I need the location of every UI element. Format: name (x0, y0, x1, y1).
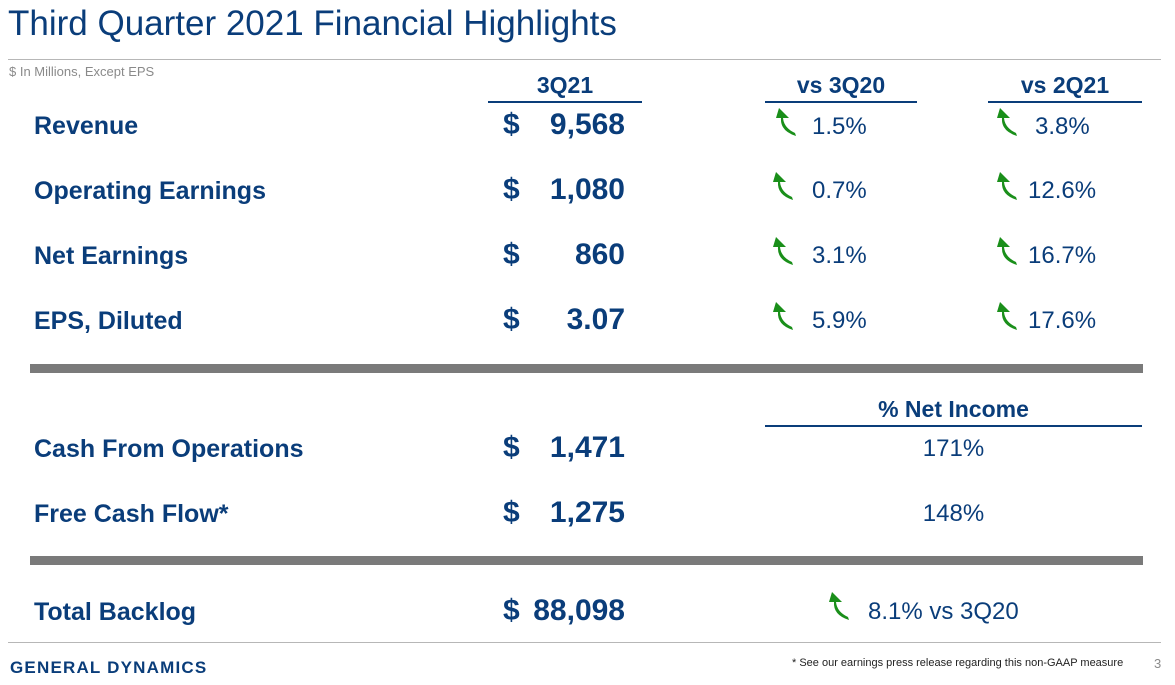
footnote: * See our earnings press release regardi… (792, 657, 1124, 669)
currency-symbol: $ (503, 303, 520, 336)
currency-symbol: $ (503, 496, 520, 529)
page-title: Third Quarter 2021 Financial Highlights (8, 4, 617, 43)
pct-net-income-header: % Net Income (878, 396, 1029, 422)
units-note: $ In Millions, Except EPS (9, 64, 155, 79)
currency-symbol: $ (503, 238, 520, 271)
revenue-vs-2q21: 3.8% (1035, 113, 1090, 140)
up-arrow-icon (997, 302, 1017, 330)
cash-from-operations-value: 1,471 (549, 431, 625, 464)
eps-diluted-value: 3.07 (566, 303, 625, 336)
operating-earnings-vs-3q20: 0.7% (812, 177, 867, 204)
column-header-vs-3q20: vs 3Q20 (796, 72, 886, 98)
column-header-underline (988, 101, 1142, 103)
title-divider (8, 59, 1161, 60)
up-arrow-icon (997, 172, 1017, 200)
net-earnings-value: 860 (574, 238, 625, 271)
up-arrow-icon (773, 237, 793, 265)
row-label-operating-earnings: Operating Earnings (34, 177, 266, 205)
revenue-value: 9,568 (549, 108, 625, 141)
currency-symbol: $ (503, 173, 520, 206)
pct-net-income-underline (765, 425, 1142, 427)
eps-diluted-vs-3q20: 5.9% (812, 307, 867, 334)
up-arrow-icon (997, 237, 1017, 265)
cash-from-operations-pct: 171% (922, 435, 985, 462)
section-divider (30, 364, 1143, 373)
row-label-net-earnings: Net Earnings (34, 242, 189, 270)
row-label-cash-from-operations: Cash From Operations (34, 435, 304, 463)
column-header-underline (765, 101, 917, 103)
revenue-vs-3q20: 1.5% (812, 113, 867, 140)
operating-earnings-value: 1,080 (549, 173, 625, 206)
column-header-vs-2q21: vs 2Q21 (1020, 72, 1110, 98)
currency-symbol: $ (503, 108, 520, 141)
net-earnings-vs-2q21: 16.7% (1028, 242, 1097, 269)
free-cash-flow-value: 1,275 (549, 496, 625, 529)
total-backlog-value: 88,098 (533, 594, 625, 627)
up-arrow-icon (776, 108, 796, 136)
row-label-eps-diluted: EPS, Diluted (34, 307, 183, 335)
row-label-free-cash-flow: Free Cash Flow* (34, 500, 229, 528)
total-backlog-change: 8.1% vs 3Q20 (868, 598, 1019, 625)
net-earnings-vs-3q20: 3.1% (812, 242, 867, 269)
row-label-total-backlog: Total Backlog (34, 598, 197, 626)
operating-earnings-vs-2q21: 12.6% (1028, 177, 1097, 204)
section-divider (30, 556, 1143, 565)
up-arrow-icon (829, 592, 849, 620)
row-label-revenue: Revenue (34, 112, 139, 140)
free-cash-flow-pct: 148% (922, 500, 985, 527)
footer-divider (8, 642, 1161, 643)
currency-symbol: $ (503, 431, 520, 464)
page-number: 3 (1154, 656, 1162, 671)
currency-symbol: $ (503, 594, 520, 627)
up-arrow-icon (773, 302, 793, 330)
up-arrow-icon (773, 172, 793, 200)
company-logo: GENERAL DYNAMICS (10, 658, 208, 677)
up-arrow-icon (997, 108, 1017, 136)
column-header-underline (488, 101, 642, 103)
eps-diluted-vs-2q21: 17.6% (1028, 307, 1097, 334)
column-header-3q21: 3Q21 (536, 72, 594, 98)
